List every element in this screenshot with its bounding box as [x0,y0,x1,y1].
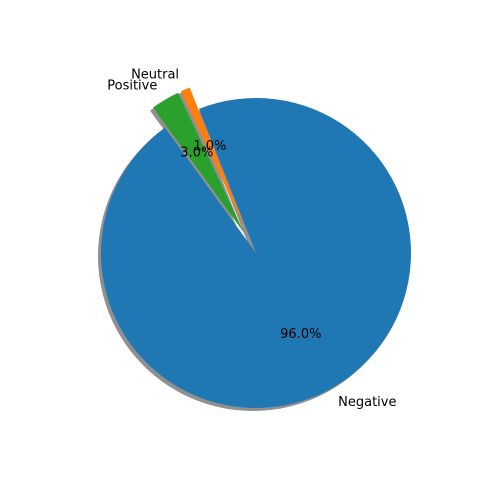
percent-label-negative: 96.0% [280,327,321,342]
pie-labels: Negative 96.0% Neutral 1.0% Positive 3.0% [107,68,396,410]
category-label-negative: Negative [338,395,396,410]
slice-neutral [180,87,247,232]
slice-negative [100,98,412,408]
category-label-neutral: Neutral [131,68,179,83]
category-label-positive: Positive [107,79,157,94]
percent-label-neutral: 1.0% [193,139,226,154]
pie-slices [100,87,412,408]
slice-positive [153,92,245,233]
percent-label-positive: 3.0% [180,145,213,160]
